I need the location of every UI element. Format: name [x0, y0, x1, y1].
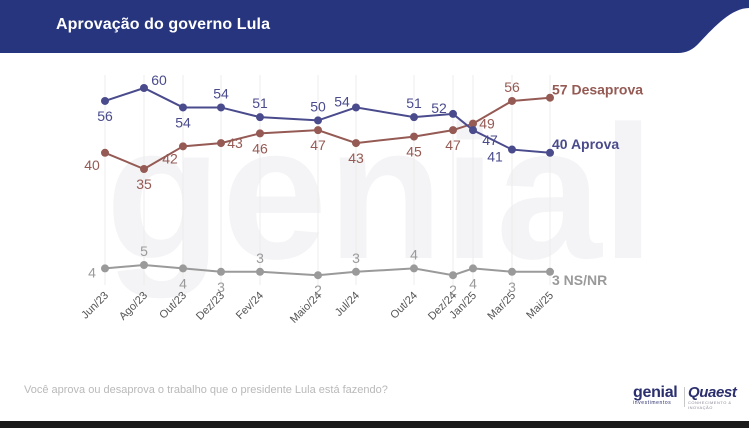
x-tick-label: Out/23 [157, 290, 189, 322]
data-point-aprova [508, 145, 516, 154]
data-point-desaprova [314, 126, 322, 135]
data-label-desaprova: 35 [136, 176, 152, 192]
data-label-desaprova: 47 [310, 137, 326, 153]
data-point-nsnr [508, 267, 516, 276]
genial-logo: genial investimentos [633, 384, 678, 407]
data-label-nsnr: 3 [352, 250, 360, 266]
data-point-nsnr [179, 264, 187, 273]
data-point-nsnr [546, 267, 554, 276]
data-point-aprova [179, 103, 187, 112]
data-point-aprova [352, 103, 360, 112]
data-point-aprova [217, 103, 225, 112]
data-point-desaprova [217, 139, 225, 148]
data-point-desaprova [546, 93, 554, 102]
data-label-nsnr: 4 [179, 275, 187, 291]
data-label-nsnr: 2 [449, 282, 457, 298]
data-point-aprova [256, 113, 264, 122]
quaest-logo: Quaest CONHECIMENTO & INOVAÇÃO [688, 385, 749, 410]
data-point-desaprova [449, 126, 457, 135]
data-label-aprova: 50 [310, 98, 326, 114]
header-background [0, 0, 749, 53]
data-point-aprova [469, 126, 477, 135]
quaest-logo-subtitle: CONHECIMENTO & INOVAÇÃO [688, 400, 732, 410]
data-label-nsnr: 2 [314, 282, 322, 298]
data-point-nsnr [449, 271, 457, 280]
data-point-aprova [140, 84, 148, 92]
x-tick-label: Mai/25 [524, 290, 556, 322]
data-point-nsnr [217, 267, 225, 276]
data-label-aprova: 54 [334, 93, 350, 109]
page-title: Aprovação do governo Lula [56, 16, 271, 33]
data-point-nsnr [469, 264, 477, 273]
data-point-desaprova [352, 139, 360, 148]
bottom-bar [0, 421, 749, 428]
data-point-aprova [101, 96, 109, 105]
data-point-nsnr [314, 271, 322, 280]
data-label-nsnr: 4 [88, 264, 96, 280]
data-label-desaprova: 45 [406, 144, 422, 160]
survey-question: Você aprova ou desaprova o trabalho que … [24, 384, 388, 396]
data-label-desaprova: 40 [84, 157, 100, 173]
watermark-text: genial [105, 87, 654, 299]
x-tick-label: Ago/23 [117, 290, 150, 323]
data-point-nsnr [352, 267, 360, 276]
data-point-nsnr [101, 264, 109, 273]
quaest-logo-wordmark: Quaest [688, 384, 737, 401]
data-point-aprova [449, 109, 457, 118]
genial-logo-wordmark: genial [633, 384, 678, 401]
end-label-desaprova: 57 Desaprova [552, 82, 643, 98]
data-label-aprova: 54 [213, 85, 229, 101]
x-tick-label: Fev/24 [234, 290, 266, 322]
data-point-desaprova [508, 96, 516, 105]
data-label-nsnr: 5 [140, 243, 148, 259]
series-line-desaprova [104, 96, 551, 171]
data-label-aprova: 41 [487, 149, 503, 165]
end-label-nsnr: 3 NS/NR [552, 272, 607, 288]
data-point-nsnr [140, 261, 148, 269]
data-point-aprova [546, 148, 554, 157]
data-label-desaprova: 49 [479, 116, 495, 132]
data-label-aprova: 51 [252, 95, 268, 111]
data-point-desaprova [140, 165, 148, 173]
data-label-nsnr: 4 [469, 275, 477, 291]
data-label-aprova: 51 [406, 95, 422, 111]
data-point-aprova [314, 116, 322, 125]
end-label-aprova: 40 Aprova [552, 136, 619, 152]
data-point-desaprova [101, 148, 109, 157]
data-label-desaprova: 47 [445, 137, 461, 153]
data-point-desaprova [410, 132, 418, 141]
data-label-aprova: 56 [97, 108, 113, 124]
series-line-aprova [104, 86, 551, 154]
data-label-desaprova: 43 [227, 135, 243, 151]
data-label-desaprova: 56 [504, 79, 520, 95]
data-label-aprova: 60 [151, 72, 167, 88]
genial-logo-subtitle: investimentos [633, 400, 672, 406]
x-tick-label: Out/24 [388, 290, 420, 322]
logo-divider [684, 387, 685, 407]
data-point-desaprova [256, 129, 264, 138]
data-point-aprova [410, 113, 418, 122]
data-label-nsnr: 3 [508, 279, 516, 295]
data-label-nsnr: 3 [256, 250, 264, 266]
data-point-nsnr [410, 264, 418, 273]
data-point-nsnr [256, 267, 264, 276]
series-line-nsnr [104, 263, 550, 277]
x-tick-label: Jul/24 [333, 290, 362, 319]
data-label-nsnr: 4 [410, 246, 418, 262]
data-label-desaprova: 46 [252, 140, 268, 156]
data-label-aprova: 54 [175, 114, 191, 130]
data-label-desaprova: 43 [348, 150, 364, 166]
data-label-nsnr: 3 [217, 279, 225, 295]
data-label-aprova: 47 [482, 132, 498, 148]
data-label-desaprova: 42 [162, 150, 178, 166]
header-banner [0, 0, 749, 53]
data-point-desaprova [179, 142, 187, 151]
x-tick-label: Jun/23 [79, 290, 111, 322]
data-point-desaprova [469, 119, 477, 128]
data-label-aprova: 52 [431, 100, 447, 116]
